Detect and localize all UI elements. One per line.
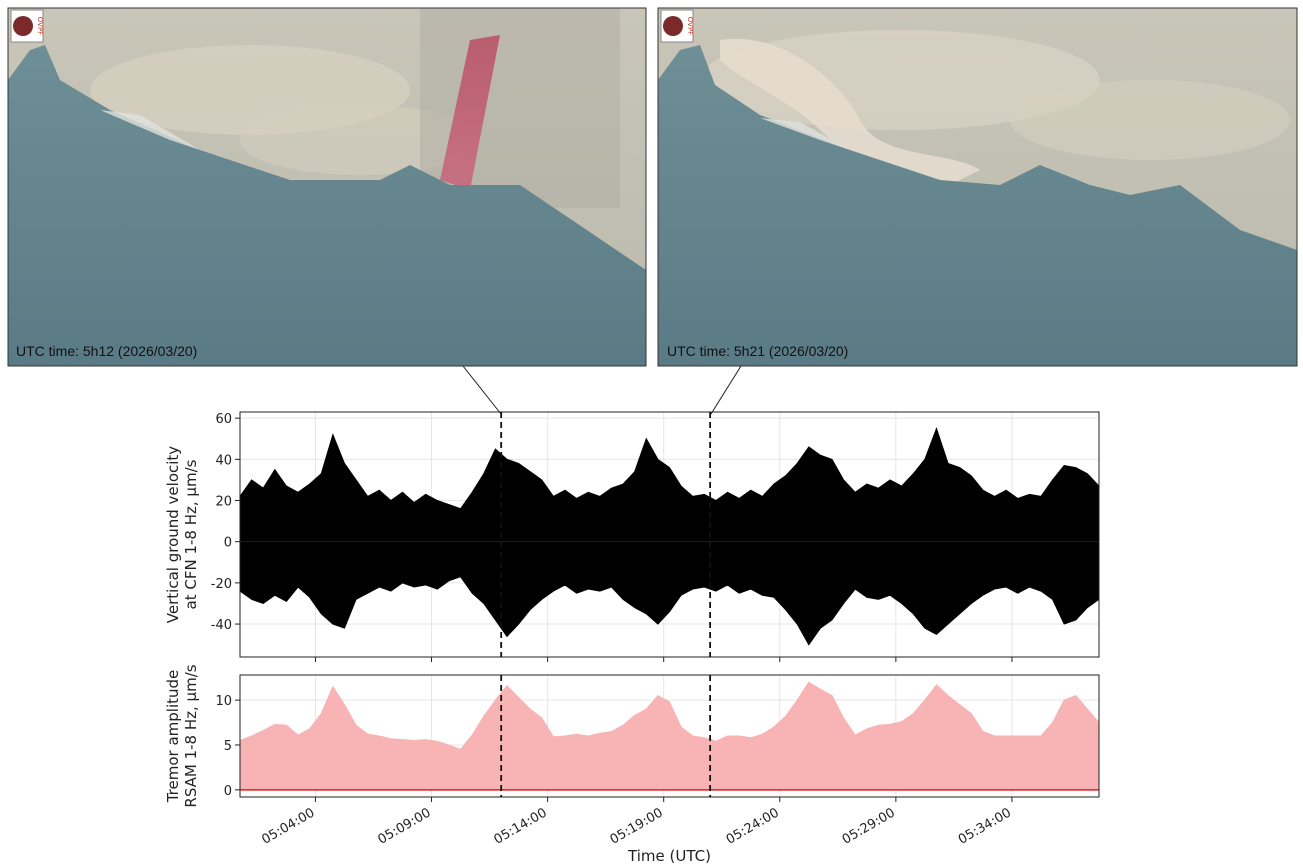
y-axis-label: Tremor amplitudeRSAM 1-8 Hz, µm/s [164, 664, 200, 807]
y-axis-label: Vertical ground velocityat CFN 1-8 Hz, µ… [164, 446, 200, 624]
y-tick-label: -40 [211, 618, 232, 633]
y-tick-label: 60 [215, 412, 232, 427]
logo-text: OVPF [36, 17, 44, 35]
x-tick-label: 05:09:00 [375, 805, 433, 847]
area-fill [240, 682, 1099, 790]
y-tick-label: 40 [215, 453, 232, 468]
x-tick-label: 05:34:00 [956, 805, 1014, 847]
x-tick-label: 05:24:00 [724, 805, 782, 847]
connector [463, 366, 501, 414]
photo-right [658, 8, 1297, 366]
x-tick-label: 05:29:00 [840, 805, 898, 847]
logo-text: OVPF [686, 17, 694, 35]
figure: OVPF OVPF UTC time: 5h12 (2026/03/20) UT… [0, 0, 1303, 866]
y-tick-label: 5 [224, 739, 232, 754]
x-axis-label: Time (UTC) [627, 847, 711, 865]
x-tick-label: 05:04:00 [259, 805, 317, 847]
photo-caption: UTC time: 5h12 (2026/03/20) [16, 343, 197, 359]
x-tick-label: 05:14:00 [492, 805, 550, 847]
y-axis-label-line: RSAM 1-8 Hz, µm/s [182, 664, 200, 807]
photo-left [8, 8, 646, 366]
connector [711, 366, 741, 414]
y-axis-label-line: Tremor amplitude [164, 670, 182, 804]
y-tick-label: 0 [224, 536, 232, 551]
y-axis-label-line: Vertical ground velocity [164, 446, 182, 624]
area-fill [240, 542, 1099, 645]
logo: OVPF [11, 10, 44, 42]
logo: OVPF [661, 10, 694, 42]
photo-caption: UTC time: 5h21 (2026/03/20) [667, 343, 848, 359]
area-fill [240, 428, 1099, 541]
y-tick-label: -20 [211, 577, 232, 592]
y-axis-label-line: at CFN 1-8 Hz, µm/s [182, 459, 200, 609]
y-tick-label: 20 [215, 495, 232, 510]
x-tick-label: 05:19:00 [608, 805, 666, 847]
y-tick-label: 10 [215, 694, 232, 709]
y-tick-label: 0 [224, 784, 232, 799]
